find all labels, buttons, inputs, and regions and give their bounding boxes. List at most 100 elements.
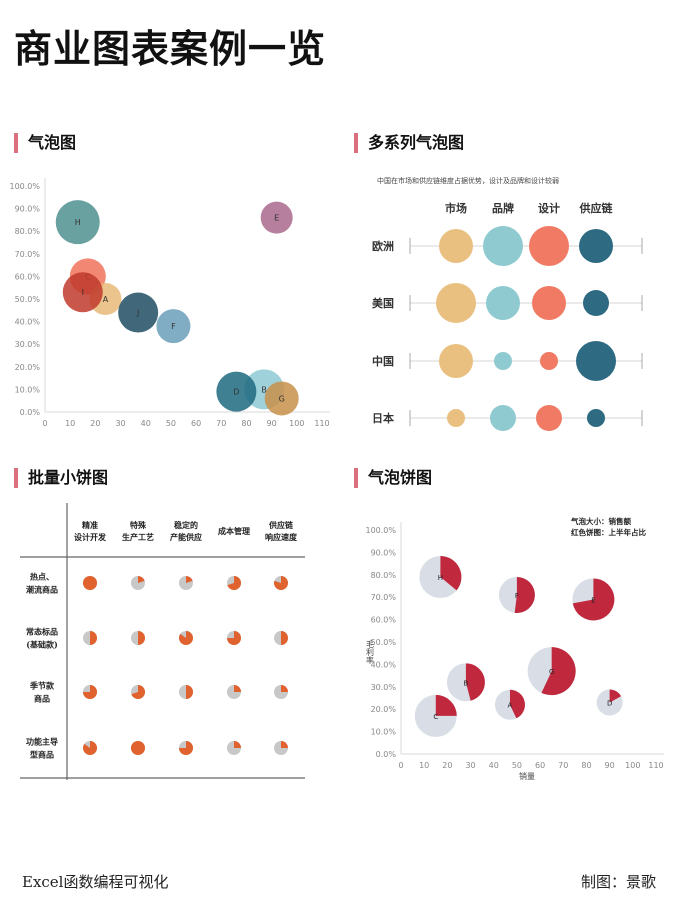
bubble-x-tick: 110 [314, 419, 329, 428]
bubble-pie-x-tick: 90 [605, 761, 615, 770]
bubble-label: B [261, 385, 267, 394]
table-row-header: 常态标品(基础款) [26, 627, 58, 650]
mini-pie-slice [83, 576, 97, 590]
table-row-header: 功能主导型商品 [26, 737, 58, 760]
bubble-y-tick: 60.0% [15, 272, 41, 281]
multi-bubble-point [436, 283, 476, 323]
bubble-y-tick: 100.0% [9, 182, 40, 191]
bubble-point [55, 200, 100, 245]
mini-pie-slice [90, 631, 97, 645]
mini-pie-slice [138, 631, 145, 645]
bubble-pie-y-label: 毛利率 [366, 639, 375, 665]
multi-bubble-column-label: 供应链 [579, 201, 614, 215]
mini-pie-slice [179, 631, 193, 645]
bubble-point [216, 371, 257, 412]
mini-pie-slice [281, 631, 288, 645]
table-column-header: 精准设计开发 [74, 520, 107, 542]
multi-bubble-point [529, 226, 569, 266]
bubble-pie-slice [465, 663, 485, 701]
mini-pie-slice [186, 576, 193, 583]
bubble-pie-legend: 红色饼图：上半年占比 [571, 527, 646, 537]
multi-bubble-point [587, 409, 605, 427]
multi-bubble-subtitle: 中国在市场和供应链维度占据优势，设计及品牌和设计较弱 [377, 176, 559, 185]
multi-bubble-point [579, 229, 613, 263]
multi-bubble-point [439, 344, 473, 378]
bubble-point [156, 309, 191, 344]
multi-bubble-column-label: 市场 [445, 201, 467, 215]
bubble-y-tick: 50.0% [15, 295, 41, 304]
bubble-y-tick: 80.0% [15, 227, 41, 236]
mini-pie-slice [227, 631, 241, 645]
multi-bubble-point [536, 405, 562, 431]
bubble-label: D [233, 388, 239, 397]
section-title-bubble-pie: 气泡饼图 [354, 468, 432, 488]
section-title-multi-bubble: 多系列气泡图 [354, 133, 464, 153]
bubble-pie-label: E [591, 596, 595, 604]
bubble-pie-x-tick: 100 [625, 761, 640, 770]
mini-pie-slice [186, 685, 193, 699]
bubble-pie-y-tick: 40.0% [371, 660, 397, 669]
bubble-pie-y-tick: 90.0% [371, 548, 397, 557]
multi-bubble-point [583, 290, 609, 316]
bubble-pie-x-tick: 60 [535, 761, 545, 770]
table-row-header: 热点、潮流商品 [26, 572, 58, 595]
bubble-y-tick: 10.0% [15, 385, 41, 394]
mini-pie-slice [273, 576, 288, 591]
bubble-pie-slice [509, 689, 525, 719]
bubble-x-tick: 90 [267, 419, 277, 428]
multi-bubble-row-label: 美国 [372, 296, 394, 310]
bubble-x-tick: 40 [141, 419, 151, 428]
bubble-x-tick: 70 [216, 419, 226, 428]
multi-bubble-row-label: 欧洲 [372, 239, 394, 253]
bubble-point [260, 201, 293, 234]
mini-pie-slice [281, 685, 288, 692]
mini-pie-slice [131, 685, 146, 699]
section-title-bubble: 气泡图 [14, 133, 76, 153]
bubble-pie-y-tick: 60.0% [371, 616, 397, 625]
multi-bubble-row-label: 中国 [372, 354, 394, 368]
bubble-y-tick: 0.0% [20, 408, 41, 417]
bubble-pie-label: F [515, 592, 519, 600]
bubble-pie-y-tick: 20.0% [371, 705, 397, 714]
bubble-pie-slice [435, 694, 457, 716]
bubble-x-tick: 60 [191, 419, 201, 428]
bubble-pie-x-tick: 50 [512, 761, 522, 770]
bubble-y-tick: 70.0% [15, 250, 41, 259]
bubble-y-tick: 40.0% [15, 318, 41, 327]
bubble-pie-y-tick: 100.0% [365, 526, 396, 535]
footer-left: Excel函数编程可视化 [22, 873, 169, 891]
bubble-pie-y-tick: 80.0% [371, 571, 397, 580]
bubble-pie-legend: 气泡大小：销售额 [570, 516, 631, 526]
bubble-x-tick: 100 [289, 419, 304, 428]
footer-credit: 制图：景歌 [580, 873, 656, 891]
bubble-point [264, 381, 299, 416]
bubble-pie-label: C [433, 713, 438, 721]
bubble-x-tick: 0 [42, 419, 47, 428]
bubble-pie-y-tick: 30.0% [371, 683, 397, 692]
mini-pie-slice [179, 741, 193, 755]
bubble-pie-slice [609, 689, 622, 703]
bubble-y-tick: 20.0% [15, 363, 41, 372]
bubble-label: J [136, 309, 139, 318]
table-column-header: 稳定的产能供应 [170, 520, 202, 542]
multi-bubble-point [532, 286, 566, 320]
bubble-x-tick: 30 [115, 419, 125, 428]
mini-pie-slice [234, 685, 241, 692]
multi-bubble-point [447, 409, 465, 427]
bubble-point [62, 272, 103, 313]
multi-bubble-point [490, 405, 516, 431]
bubble-label: I [82, 288, 84, 297]
bubble-pie-x-tick: 80 [581, 761, 591, 770]
mini-pie-slice [131, 741, 145, 755]
bubble-pie-x-tick: 20 [442, 761, 452, 770]
bubble-pie-y-tick: 50.0% [371, 638, 397, 647]
mini-pie-slice [138, 576, 145, 583]
multi-bubble-point [494, 352, 512, 370]
bubble-pie-x-tick: 0 [398, 761, 403, 770]
page-title: 商业图表案例一览 [14, 27, 327, 71]
bubble-pie-x-tick: 110 [648, 761, 663, 770]
bubble-pie-slice [440, 556, 462, 591]
bubble-pie-label: G [549, 668, 554, 676]
multi-bubble-point [483, 226, 523, 266]
table-row-header: 季节款商品 [29, 681, 55, 704]
